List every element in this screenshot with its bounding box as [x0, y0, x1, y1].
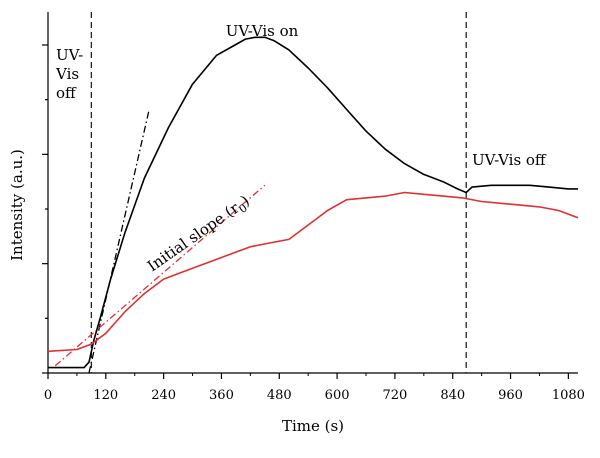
- left-region-label: UV- Vis off: [55, 46, 88, 102]
- x-tick-label: 360: [209, 388, 234, 403]
- red-tangent-line: [54, 184, 266, 367]
- x-tick-label: 120: [93, 388, 118, 403]
- x-tick-label: 1080: [552, 388, 585, 403]
- x-ticks: 0 120 240 360 480 600 720 840 960 1080: [44, 373, 585, 403]
- left-region-label-line-1: UV-: [56, 46, 83, 64]
- y-axis-title: Intensity (a.u.): [8, 149, 26, 261]
- x-tick-label: 240: [151, 388, 176, 403]
- x-tick-label: 960: [498, 388, 523, 403]
- annotation-uv-vis-on: UV-Vis on: [226, 22, 299, 40]
- left-region-label-line-2: Vis: [55, 65, 79, 83]
- left-region-label-line-3: off: [56, 84, 77, 102]
- black-tangent-line: [88, 109, 150, 374]
- initial-slope-label-text: Initial slope (r: [144, 198, 243, 275]
- annotation-uv-vis-off: UV-Vis off: [472, 151, 547, 169]
- x-axis-title: Time (s): [282, 417, 344, 435]
- series-line-black: [48, 36, 578, 369]
- x-tick-label: 0: [44, 388, 52, 403]
- series-layer: [47, 36, 579, 369]
- x-tick-label: 480: [267, 388, 292, 403]
- x-tick-label: 840: [440, 388, 465, 403]
- y-ticks: [42, 44, 48, 374]
- series-line-red: [47, 191, 579, 353]
- x-tick-label: 720: [382, 388, 407, 403]
- x-tick-label: 600: [325, 388, 350, 403]
- plot-area: 0 120 240 360 480 600 720 840 960 1080: [42, 12, 585, 403]
- initial-slope-label: Initial slope (r0): [144, 191, 255, 277]
